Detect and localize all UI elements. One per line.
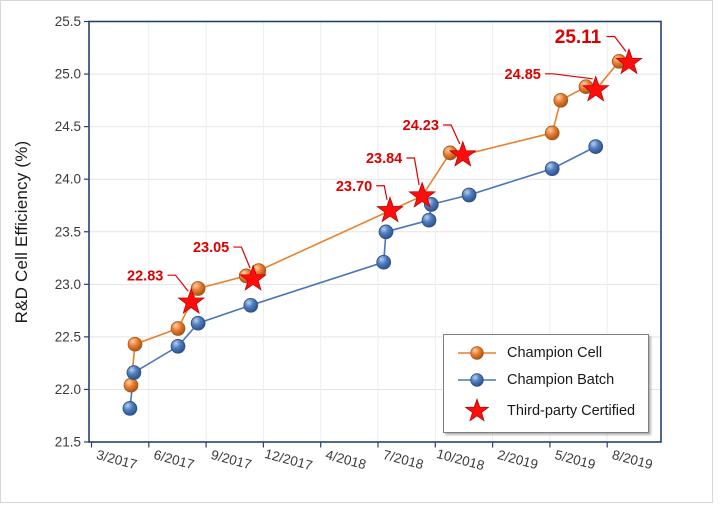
champion-batch-line-marker-icon — [458, 373, 496, 388]
certified-star-icon — [615, 47, 643, 75]
data-point-champion-batch — [588, 139, 604, 154]
x-tick-label: 3/2017 — [95, 447, 139, 472]
data-point-champion-cell — [127, 336, 143, 352]
certified-star-icon — [376, 196, 404, 223]
certified-star-icon — [239, 264, 267, 291]
y-tick-label: 22.0 — [55, 382, 81, 397]
legend-label-champion-cell: Champion Cell — [507, 344, 603, 361]
certified-value-label: 25.11 — [555, 27, 602, 48]
y-tick-label: 25.5 — [55, 14, 81, 29]
y-axis-title: R&D Cell Efficiency (%) — [12, 140, 31, 324]
data-point-champion-cell — [190, 281, 206, 296]
label-leader-line — [545, 73, 593, 80]
label-leader-line — [606, 35, 627, 52]
x-tick-label: 8/2019 — [610, 447, 654, 472]
x-tick-label: 10/2018 — [435, 446, 486, 473]
x-tick-label: 7/2018 — [381, 447, 425, 472]
y-tick-label: 24.0 — [55, 172, 81, 187]
champion-cell-line-marker-icon — [458, 346, 496, 360]
y-tick-label: 25.0 — [55, 67, 81, 82]
certified-value-label: 23.05 — [193, 240, 229, 256]
series-line-champion-batch — [129, 145, 597, 409]
data-point-champion-batch — [461, 187, 477, 203]
legend-item-third-party-certified: Third-party Certified — [444, 398, 648, 424]
x-tick-label: 9/2017 — [209, 447, 253, 472]
certified-star-icon — [448, 140, 477, 167]
data-point-champion-cell — [544, 125, 560, 141]
y-tick-label: 23.0 — [55, 277, 81, 292]
legend-item-champion-cell: Champion Cell — [444, 343, 648, 363]
data-point-champion-cell — [123, 377, 139, 393]
label-leader-line — [167, 274, 189, 292]
certified-value-label: 23.70 — [336, 179, 372, 195]
legend-label-champion-batch: Champion Batch — [507, 372, 615, 389]
label-leader-line — [406, 157, 420, 186]
y-tick-label: 24.5 — [55, 119, 81, 134]
label-leader-line — [376, 185, 388, 200]
y-tick-label: 23.5 — [55, 224, 81, 239]
x-tick-label: 2/2019 — [496, 447, 540, 472]
data-point-champion-batch — [376, 254, 392, 270]
certified-star-icon — [177, 287, 206, 314]
label-leader-line — [233, 246, 251, 269]
x-tick-label: 5/2019 — [553, 447, 597, 472]
y-tick-label: 21.5 — [55, 435, 81, 450]
data-point-champion-batch — [243, 297, 259, 313]
data-point-champion-batch — [190, 315, 206, 331]
legend-label-third-party-certified: Third-party Certified — [507, 403, 636, 420]
x-tick-label: 6/2017 — [152, 447, 196, 472]
data-point-champion-batch — [126, 365, 142, 380]
data-point-champion-batch — [122, 401, 138, 416]
label-leader-line — [443, 124, 461, 145]
data-point-champion-batch — [170, 338, 186, 354]
x-tick-label: 4/2018 — [324, 447, 368, 472]
legend: Champion Cell Champion Batch Third-party… — [443, 334, 649, 433]
data-point-champion-batch — [421, 212, 437, 228]
x-tick-label: 12/2017 — [263, 446, 314, 473]
certified-value-label: 22.83 — [127, 268, 163, 284]
chart: 21.5 22.0 22.5 23.0 23.5 24.0 24.5 25.0 25.5 3/20… — [0, 0, 713, 503]
certified-star-icon — [581, 75, 610, 102]
data-point-champion-batch — [544, 161, 560, 177]
data-point-champion-cell — [553, 92, 569, 108]
data-point-champion-cell — [170, 321, 186, 336]
certified-value-label: 24.85 — [505, 67, 541, 83]
data-point-champion-batch — [378, 224, 394, 240]
legend-item-champion-batch: Champion Batch — [444, 370, 648, 390]
y-tick-label: 22.5 — [55, 329, 81, 344]
certified-value-label: 23.84 — [366, 151, 402, 167]
certified-star-legend-icon — [464, 398, 490, 422]
certified-star-icon — [408, 181, 436, 208]
certified-value-label: 24.23 — [403, 118, 439, 134]
